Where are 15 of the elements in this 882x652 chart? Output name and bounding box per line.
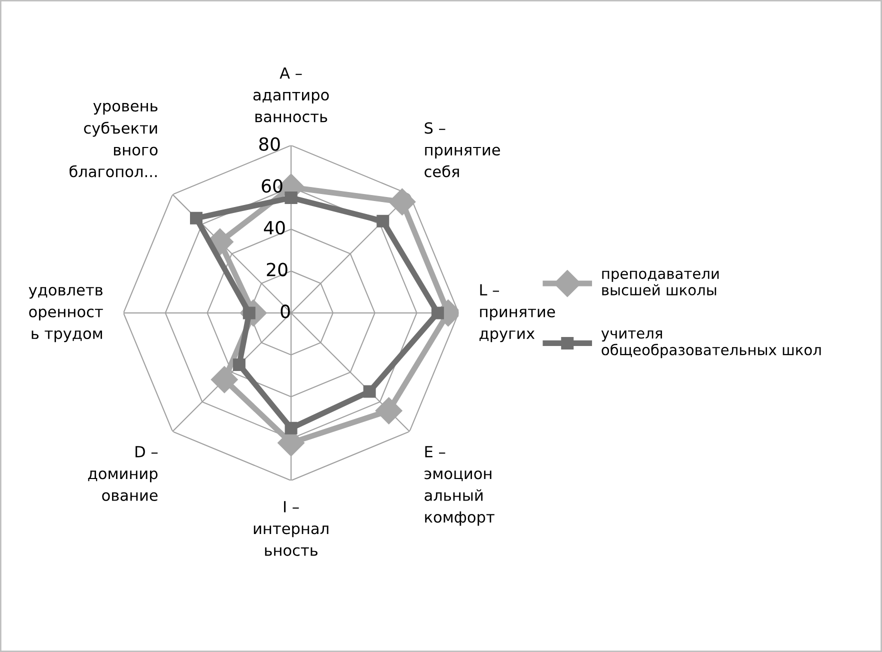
- spoke-label: D – доминир ование: [88, 446, 158, 502]
- spoke-label: A – адаптиро ванность: [253, 67, 329, 122]
- y-tick-label: 40: [264, 220, 285, 235]
- spoke-label: L – принятие других: [480, 284, 555, 342]
- y-tick-label: 80: [259, 137, 280, 151]
- spoke-label: I – интернал ьность: [254, 501, 328, 556]
- spoke-label: удовлетв оренност ь трудом: [28, 286, 103, 342]
- y-tick-label: 20: [266, 262, 288, 276]
- legend-label: учителя общеобразовательных школ: [601, 330, 821, 358]
- spoke-label: уровень субъекти вного благопол...: [70, 102, 158, 178]
- y-tick-label: 60: [262, 179, 282, 193]
- spoke-label: E – эмоцион альный комфорт: [424, 446, 494, 526]
- spoke-label: S – принятие себя: [424, 122, 500, 178]
- y-tick-label: 0: [280, 304, 290, 318]
- legend-label: преподаватели высшей школы: [602, 270, 719, 296]
